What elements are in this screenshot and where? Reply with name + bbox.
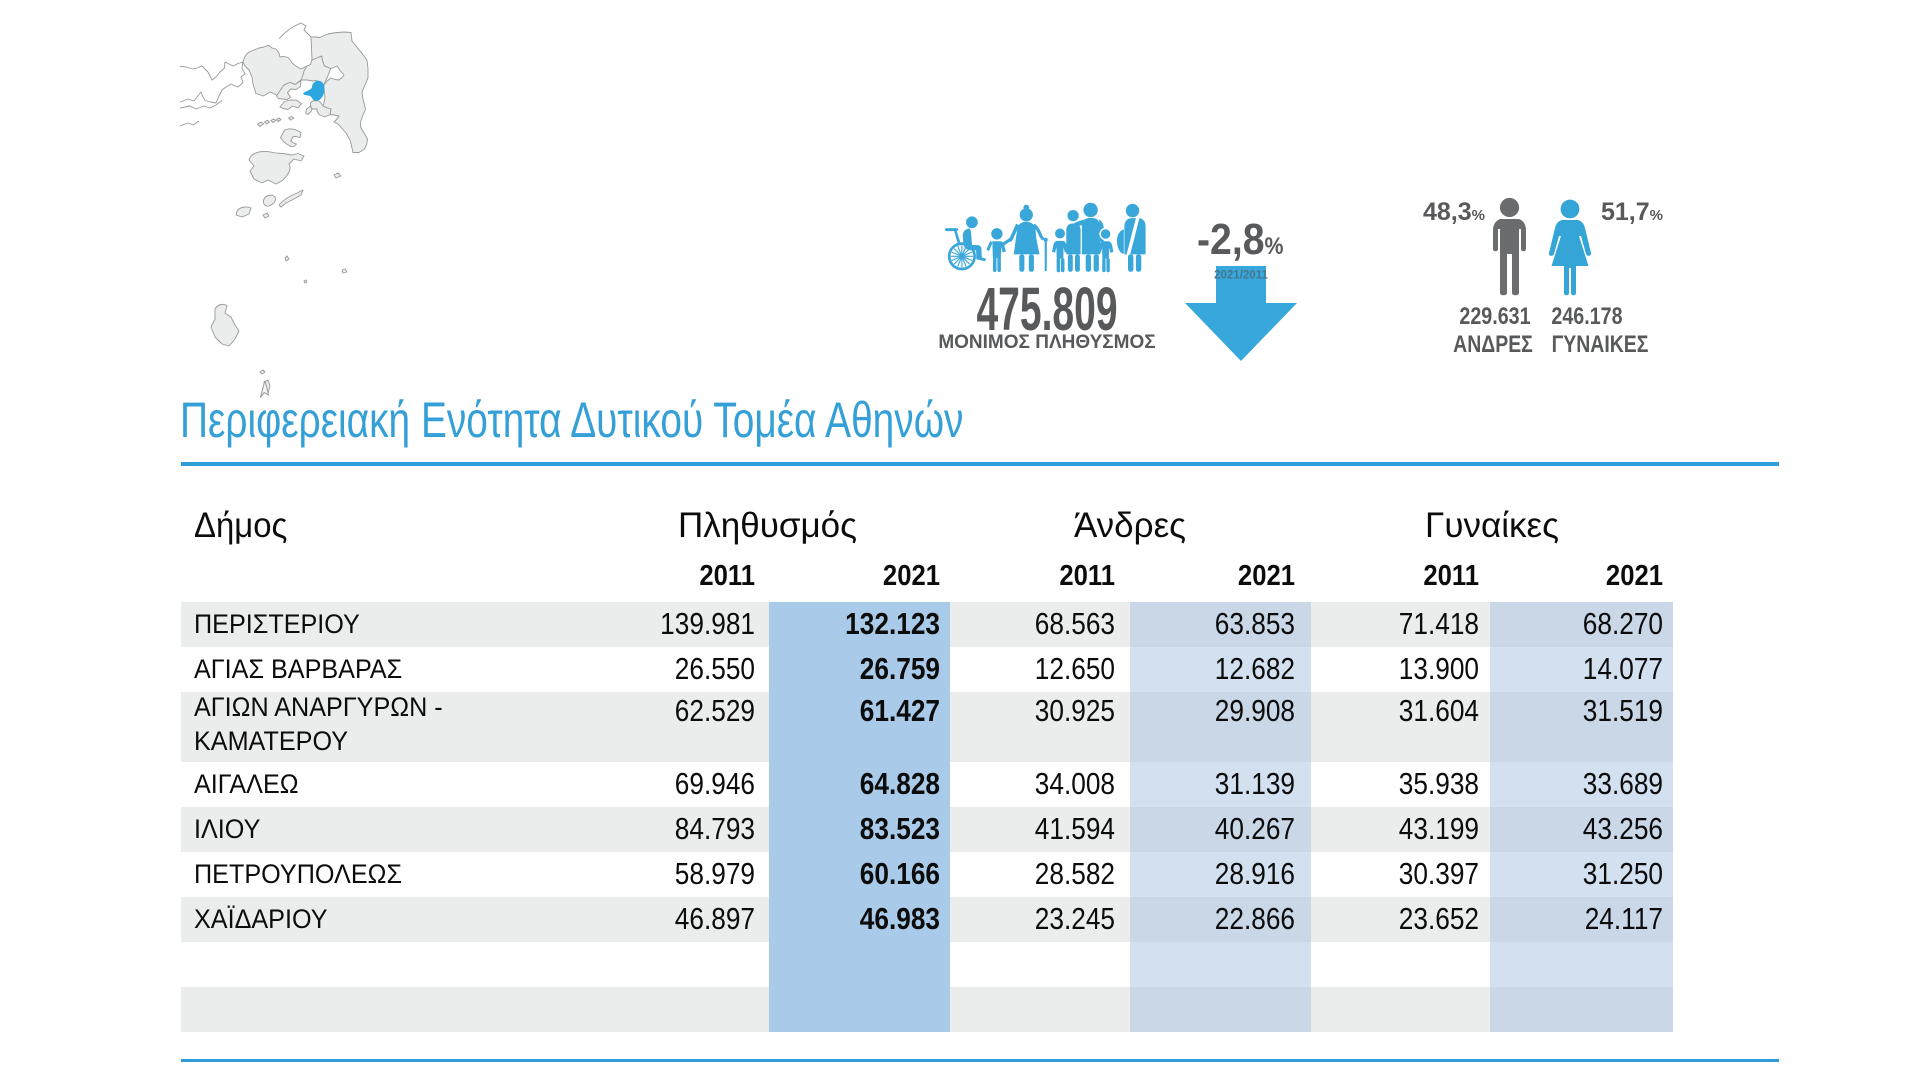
svg-text:2021/2011: 2021/2011 [1214, 270, 1268, 282]
